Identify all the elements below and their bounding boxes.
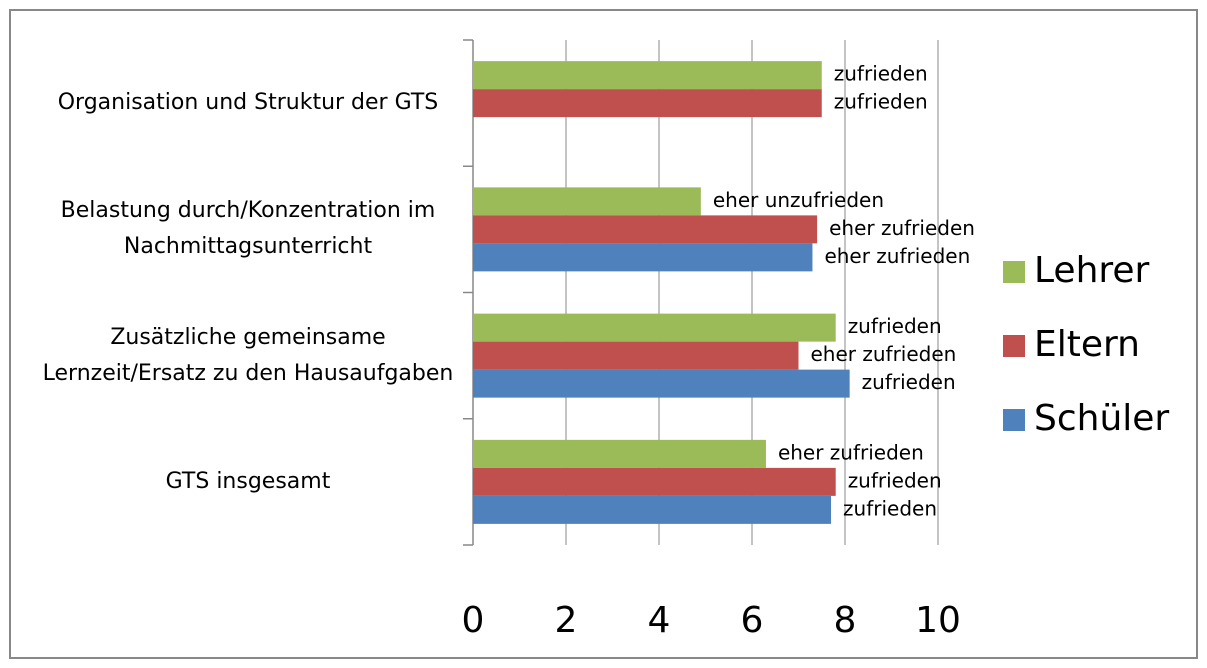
bar: [473, 89, 822, 118]
legend-swatch: [1003, 261, 1025, 283]
legend-swatch: [1003, 335, 1025, 357]
legend-label: Lehrer: [1034, 250, 1150, 291]
category-label: Belastung durch/Konzentration im Nachmit…: [60, 198, 436, 260]
bar: [473, 243, 813, 272]
bar: [473, 215, 818, 244]
data-label: eher zufrieden: [811, 342, 957, 366]
bar: [473, 439, 766, 468]
legend-label: Eltern: [1034, 324, 1140, 365]
bar: [473, 313, 836, 342]
bar: [473, 187, 701, 216]
x-tick-label: 6: [741, 600, 764, 641]
data-label: zufrieden: [834, 62, 928, 86]
data-label: zufrieden: [834, 90, 928, 114]
bar: [473, 61, 822, 90]
data-label: eher zufrieden: [824, 244, 970, 268]
data-label: zufrieden: [843, 496, 937, 520]
category-label: Organisation und Struktur der GTS: [57, 90, 439, 116]
x-tick-label: 4: [648, 600, 671, 641]
legend-label: Schüler: [1034, 398, 1169, 439]
x-tick-label: 10: [915, 600, 961, 641]
data-label: eher zufrieden: [778, 440, 924, 464]
x-tick-label: 2: [555, 600, 578, 641]
category-label: Zusätzliche gemeinsame Lernzeit/Ersatz z…: [42, 324, 454, 386]
data-label: zufrieden: [848, 314, 942, 338]
legend-swatch: [1003, 409, 1025, 431]
data-label: zufrieden: [862, 370, 956, 394]
data-label: zufrieden: [848, 468, 942, 492]
bar: [473, 341, 799, 370]
category-label: GTS insgesamt: [165, 468, 331, 494]
data-label: eher zufrieden: [829, 216, 975, 240]
bar: [473, 495, 832, 524]
x-tick-label: 0: [462, 600, 485, 641]
data-label: eher unzufrieden: [713, 188, 884, 212]
x-tick-label: 8: [834, 600, 857, 641]
bar: [473, 467, 836, 496]
bar: [473, 369, 850, 398]
